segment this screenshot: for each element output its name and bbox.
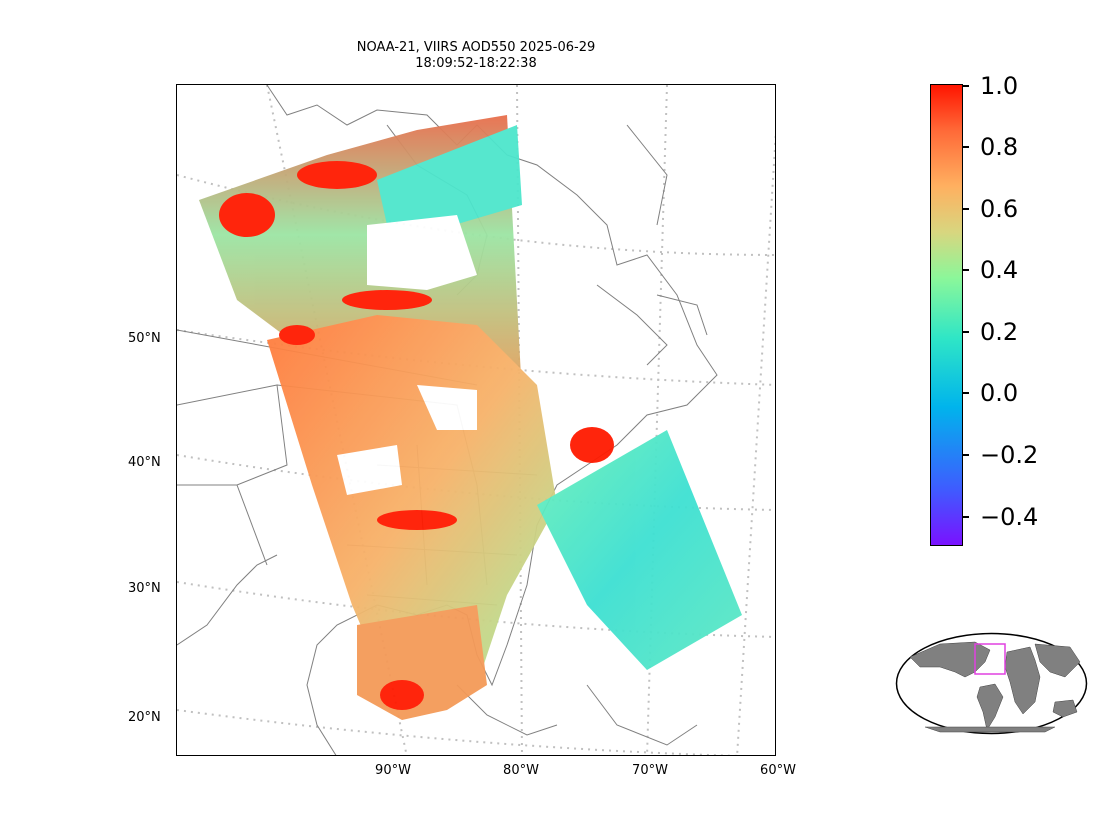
colorbar-label: 0.6 [980, 195, 1019, 223]
colorbar-tick [963, 516, 969, 518]
aod-swaths [199, 115, 742, 720]
lon-label-90w: 90°W [375, 763, 411, 778]
no-data-region [337, 445, 402, 495]
map-subtitle-time-range: 18:09:52-18:22:38 [415, 56, 537, 71]
colorbar-label: −0.2 [980, 441, 1039, 469]
world-locator-inset [895, 632, 1088, 735]
high-aod-patch [570, 427, 614, 463]
colorbar-tick [963, 392, 969, 394]
continent-south-america [976, 683, 1004, 731]
continent-europe-africa [1004, 646, 1041, 715]
colorbar-label: 0.0 [980, 379, 1019, 407]
aod-swath-east-ocean [537, 430, 742, 670]
lon-label-70w: 70°W [632, 763, 668, 778]
colorbar-tick [963, 146, 969, 148]
colorbar-tick [963, 269, 969, 271]
map-title: NOAA-21, VIIRS AOD550 2025-06-29 [356, 40, 596, 55]
colorbar-tick [963, 331, 969, 333]
lon-label-80w: 80°W [503, 763, 539, 778]
map-canvas [177, 85, 775, 755]
no-data-region [417, 385, 477, 430]
high-aod-patch [297, 161, 377, 189]
aod-swath-south [357, 605, 487, 720]
high-aod-patch [219, 193, 275, 237]
map-panel [176, 84, 776, 756]
colorbar-label: 0.8 [980, 133, 1019, 161]
continent-antarctica [924, 726, 1056, 733]
longitude-line-60w [736, 131, 775, 755]
lat-label-50n: 50°N [128, 331, 161, 346]
colorbar-tick [963, 85, 969, 87]
colorbar-label: 0.4 [980, 256, 1019, 284]
high-aod-patch [342, 290, 432, 310]
aod-swath-north-cyan [377, 125, 522, 230]
lon-label-60w: 60°W [760, 763, 796, 778]
lat-label-20n: 20°N [128, 710, 161, 725]
high-aod-patch [377, 510, 457, 530]
region-box [974, 643, 1006, 675]
continent-asia [1034, 643, 1081, 678]
colorbar-label: 1.0 [980, 72, 1019, 100]
high-aod-patch [279, 325, 315, 345]
no-data-region [367, 215, 477, 290]
lat-label-40n: 40°N [128, 455, 161, 470]
colorbar-label: −0.4 [980, 503, 1039, 531]
colorbar-label: 0.2 [980, 318, 1019, 346]
lat-label-30n: 30°N [128, 581, 161, 596]
high-aod-patch [380, 680, 424, 710]
continent-australia [1052, 699, 1078, 718]
colorbar [930, 84, 963, 546]
colorbar-tick [963, 454, 969, 456]
colorbar-tick [963, 208, 969, 210]
latitude-line-20n [177, 709, 741, 755]
